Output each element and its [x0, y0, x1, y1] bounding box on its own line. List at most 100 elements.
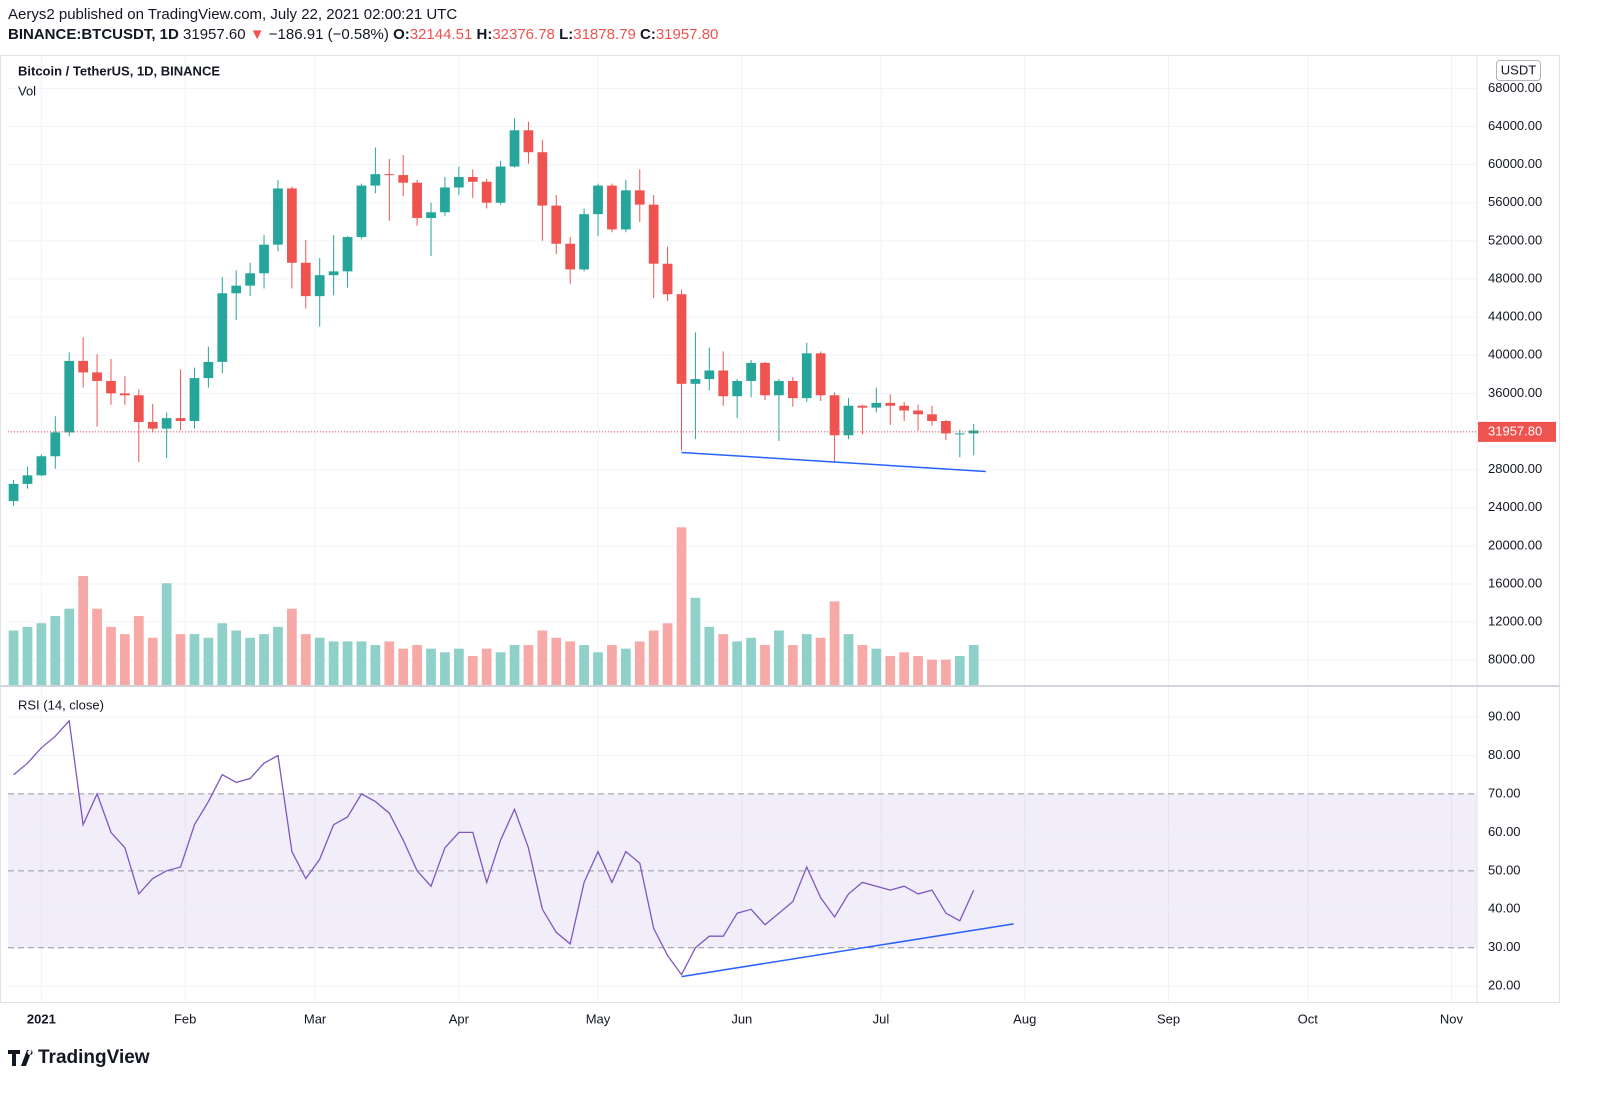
x-tick-label: May [586, 1011, 611, 1026]
rsi-tick-label: 50.00 [1488, 862, 1521, 877]
candle-body [384, 174, 395, 176]
candle-body [648, 204, 659, 264]
x-tick-label: Mar [304, 1011, 327, 1026]
candle-body [64, 360, 75, 433]
candle-body [899, 405, 910, 411]
author-line: Aerys2 published on TradingView.com, Jul… [8, 6, 457, 23]
volume-bar [954, 655, 965, 685]
rsi-line [13, 719, 975, 976]
volume-bar [342, 641, 353, 685]
candle-body [718, 370, 729, 397]
candle-body [273, 188, 283, 245]
candle-body [885, 402, 896, 406]
candle-body [203, 361, 214, 379]
volume-bar [676, 527, 687, 685]
open-value: 32144.51 [410, 26, 473, 43]
volume-bar [899, 652, 910, 685]
candle-body [523, 130, 534, 153]
volume-bar [829, 601, 840, 685]
x-tick-label: Oct [1298, 1011, 1319, 1026]
candle-body [314, 275, 325, 297]
candle-body [217, 293, 228, 362]
y-tick-label: 16000.00 [1488, 575, 1542, 590]
x-tick-label: Nov [1440, 1011, 1464, 1026]
close-label: C: [640, 26, 656, 43]
volume-bar [509, 645, 520, 685]
price: 31957.60 [183, 26, 246, 43]
y-tick-label: 56000.00 [1488, 194, 1542, 209]
y-tick-label: 68000.00 [1488, 80, 1542, 95]
volume-bar [481, 648, 492, 685]
candle-body [551, 205, 562, 244]
candle-body [147, 421, 158, 429]
volume-bar [927, 659, 937, 685]
rsi-tick-label: 90.00 [1488, 708, 1521, 723]
price-trendline [681, 451, 986, 473]
candle-body [412, 182, 422, 218]
symbol-line: BINANCE:BTCUSDT, 1D 31957.60 ▼ −186.91 (… [8, 26, 718, 43]
candle-body [954, 433, 965, 435]
volume-bar [22, 626, 33, 685]
volume-bar [36, 623, 47, 685]
chart-frame [0, 55, 1560, 1003]
candle-body [787, 380, 798, 399]
y-tick-label: 28000.00 [1488, 461, 1542, 476]
volume-bar [593, 652, 603, 685]
volume-bar [801, 634, 812, 685]
x-tick-label: Apr [449, 1011, 470, 1026]
volume-bar [120, 634, 130, 685]
volume-bar [648, 630, 659, 685]
candle-body [537, 152, 548, 206]
volume-bar [537, 630, 548, 685]
rsi-tick-label: 30.00 [1488, 939, 1521, 954]
candle-body [662, 263, 673, 295]
volume-bar [133, 615, 144, 685]
volume-bar [843, 634, 854, 685]
candle-body [913, 410, 923, 415]
candle-body [78, 360, 89, 373]
volume-bar [760, 645, 770, 685]
candle-body [133, 395, 144, 422]
y-tick-label: 52000.00 [1488, 232, 1542, 247]
candle-body [453, 176, 464, 188]
candle-body [231, 285, 242, 294]
candle-body [732, 380, 743, 397]
x-tick-label: Sep [1157, 1011, 1180, 1026]
down-arrow: ▼ [250, 26, 265, 43]
volume-bar [245, 637, 255, 685]
currency-box[interactable] [1496, 60, 1541, 81]
volume-bar [78, 576, 89, 685]
currency[interactable]: USDT [1501, 62, 1536, 77]
volume-bar [815, 637, 826, 685]
x-tick-label: 2021 [27, 1011, 56, 1026]
high-value: 32376.78 [492, 26, 555, 43]
candle-body [565, 243, 576, 270]
volume-bar [453, 648, 464, 685]
volume-legend: Vol [18, 83, 36, 98]
volume-bar [857, 645, 868, 685]
volume-bar [314, 637, 325, 685]
candle-body [50, 432, 61, 457]
candle-body [495, 166, 506, 203]
logo-text: TradingView [38, 1047, 150, 1068]
y-tick-label: 48000.00 [1488, 270, 1542, 285]
volume-bar [662, 623, 673, 685]
volume-bar [50, 615, 61, 685]
volume-bar [718, 634, 729, 685]
candle-body [927, 414, 937, 421]
volume-bar [495, 652, 506, 685]
candle-body [968, 430, 979, 434]
change: −186.91 (−0.58%) [269, 26, 389, 43]
volume-bar [147, 637, 158, 685]
candle-body [328, 271, 339, 276]
candle-body [300, 262, 311, 297]
y-tick-label: 8000.00 [1488, 652, 1535, 667]
candle-body [620, 190, 631, 230]
rsi-trendline [681, 923, 1014, 978]
candle-body [676, 294, 687, 384]
candle-body [426, 212, 436, 218]
candle-body [370, 174, 381, 186]
candle-body [342, 237, 353, 272]
rsi-tick-label: 40.00 [1488, 901, 1521, 916]
volume-bar [913, 655, 923, 685]
